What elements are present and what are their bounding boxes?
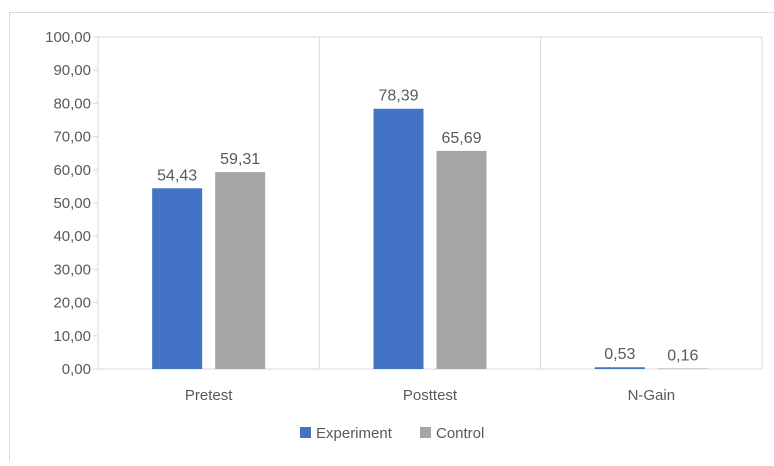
legend-label: Control [436,425,484,442]
bar-control-n-gain [658,368,708,369]
y-tick-label: 80,00 [53,95,91,112]
x-axis-ticks: Pretest Posttest N-Gain [185,387,675,404]
y-tick-label: 100,00 [45,29,91,46]
x-tick-label: Pretest [185,387,233,404]
y-tick-label: 70,00 [53,129,91,146]
bar-control-posttest [437,151,487,369]
data-label: 54,43 [157,167,197,184]
legend-swatch-control [420,427,431,438]
data-label: 59,31 [220,151,260,168]
bar-control-pretest [215,172,265,369]
legend-swatch-experiment [300,427,311,438]
x-tick-label: Posttest [403,387,458,404]
x-tick-label: N-Gain [628,387,676,404]
y-tick-label: 0,00 [62,361,91,378]
bars-layer [152,109,708,369]
y-tick-label: 40,00 [53,228,91,245]
y-tick-label: 30,00 [53,261,91,278]
data-label: 78,39 [378,88,418,105]
bar-experiment-n-gain [595,367,645,369]
data-label: 0,53 [604,346,635,363]
bar-experiment-posttest [374,109,424,369]
bar-experiment-pretest [152,188,202,369]
y-tick-label: 60,00 [53,162,91,179]
y-tick-label: 50,00 [53,195,91,212]
y-tick-label: 90,00 [53,62,91,79]
data-label: 65,69 [441,130,481,147]
data-label: 0,16 [667,347,698,364]
y-tick-label: 20,00 [53,295,91,312]
legend: Experiment Control [300,425,484,442]
y-tick-label: 10,00 [53,328,91,345]
y-axis-ticks: 0,00 10,00 20,00 30,00 40,00 50,00 60,00 70,00 8… [45,29,98,378]
legend-label: Experiment [316,425,393,442]
